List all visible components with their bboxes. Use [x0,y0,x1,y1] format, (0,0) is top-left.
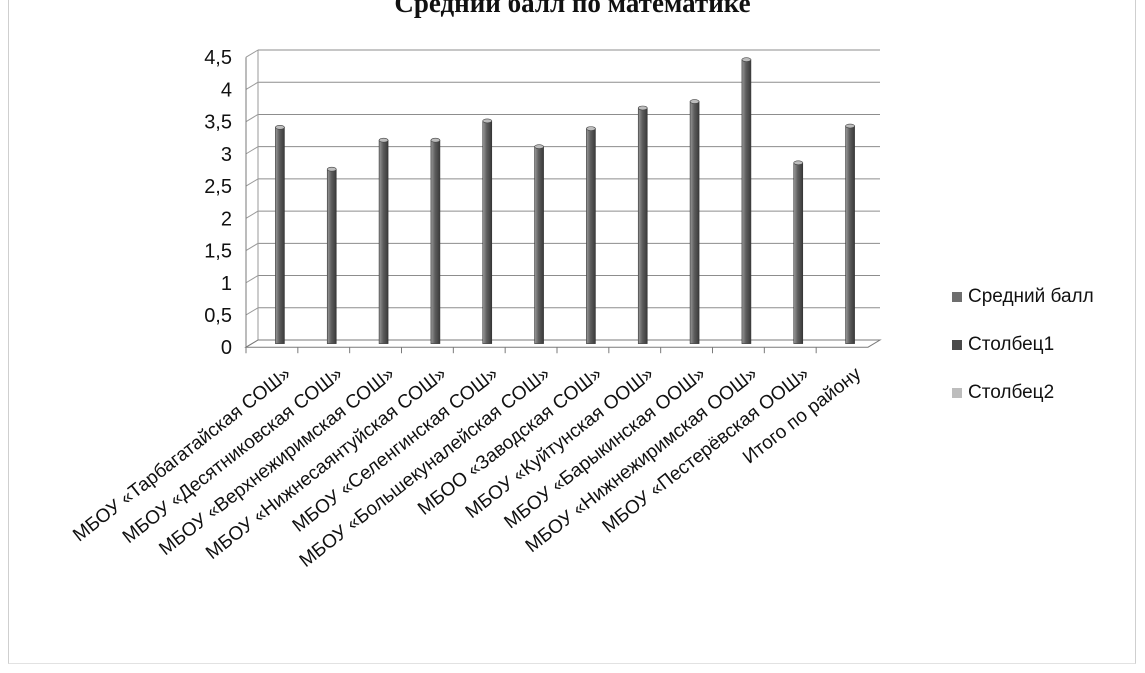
y-tick-label: 4,5 [204,47,232,69]
bar [534,146,544,344]
bar [741,59,752,344]
bar [378,139,389,344]
bar [689,101,700,344]
y-tick-label: 1,5 [204,241,232,263]
floor [244,339,882,348]
bar [275,127,285,344]
y-tick-label: 3,5 [204,112,232,134]
gridline-depth [245,242,259,251]
legend-swatch [952,388,962,398]
bar-cap [275,125,285,130]
bar [326,168,337,344]
y-tick-label: 2,5 [204,176,232,198]
y-tick-label: 0,5 [204,305,232,327]
bar-cap [482,118,493,124]
bar-cap [430,137,441,143]
gridline-depth [245,114,259,123]
y-tick-label: 4 [221,79,232,101]
gridline-depth [245,178,259,187]
gridline-depth [245,307,259,316]
bar [637,107,648,344]
chart-title: Средний балл по математике [394,0,751,18]
y-tick-label: 0 [221,337,232,359]
gridline-depth [245,146,259,155]
gridlines [245,49,880,348]
y-tick-labels: 0 0,5 1 1,5 2 2,5 3 3,5 4 4,5 [204,47,232,359]
gridline-depth [245,210,259,219]
bar-cap [793,160,804,166]
gridline-depth [245,49,259,58]
bar [430,139,441,344]
bar-cap [378,137,389,143]
chart-frame [8,0,1136,664]
legend: Средний балл Столбец1 Столбец2 [952,286,1094,403]
bar-cap [741,57,752,62]
bar [586,128,596,344]
y-tick-label: 2 [221,208,232,230]
bar-cap [586,126,596,131]
bar [793,162,804,344]
bar [845,125,855,344]
legend-label: Средний балл [968,286,1094,307]
bar-cap [637,105,648,111]
bar-cap [326,166,337,172]
legend-swatch [952,340,962,350]
y-tick-label: 1 [221,273,232,295]
legend-swatch [952,292,962,302]
bar-cap [845,123,855,129]
y-tick-label: 3 [221,144,232,166]
axes [244,50,882,354]
bar [482,120,493,344]
gridline-depth [245,275,259,284]
bar-cap [689,99,700,104]
bar-cap [534,144,544,149]
gridline-depth [245,81,259,90]
bars [275,57,855,344]
legend-label: Столбец1 [968,334,1054,355]
x-tick-labels: МБОУ «Тарбагатайская СОШ»МБОУ «Десятнико… [69,363,865,572]
legend-label: Столбец2 [968,382,1054,403]
